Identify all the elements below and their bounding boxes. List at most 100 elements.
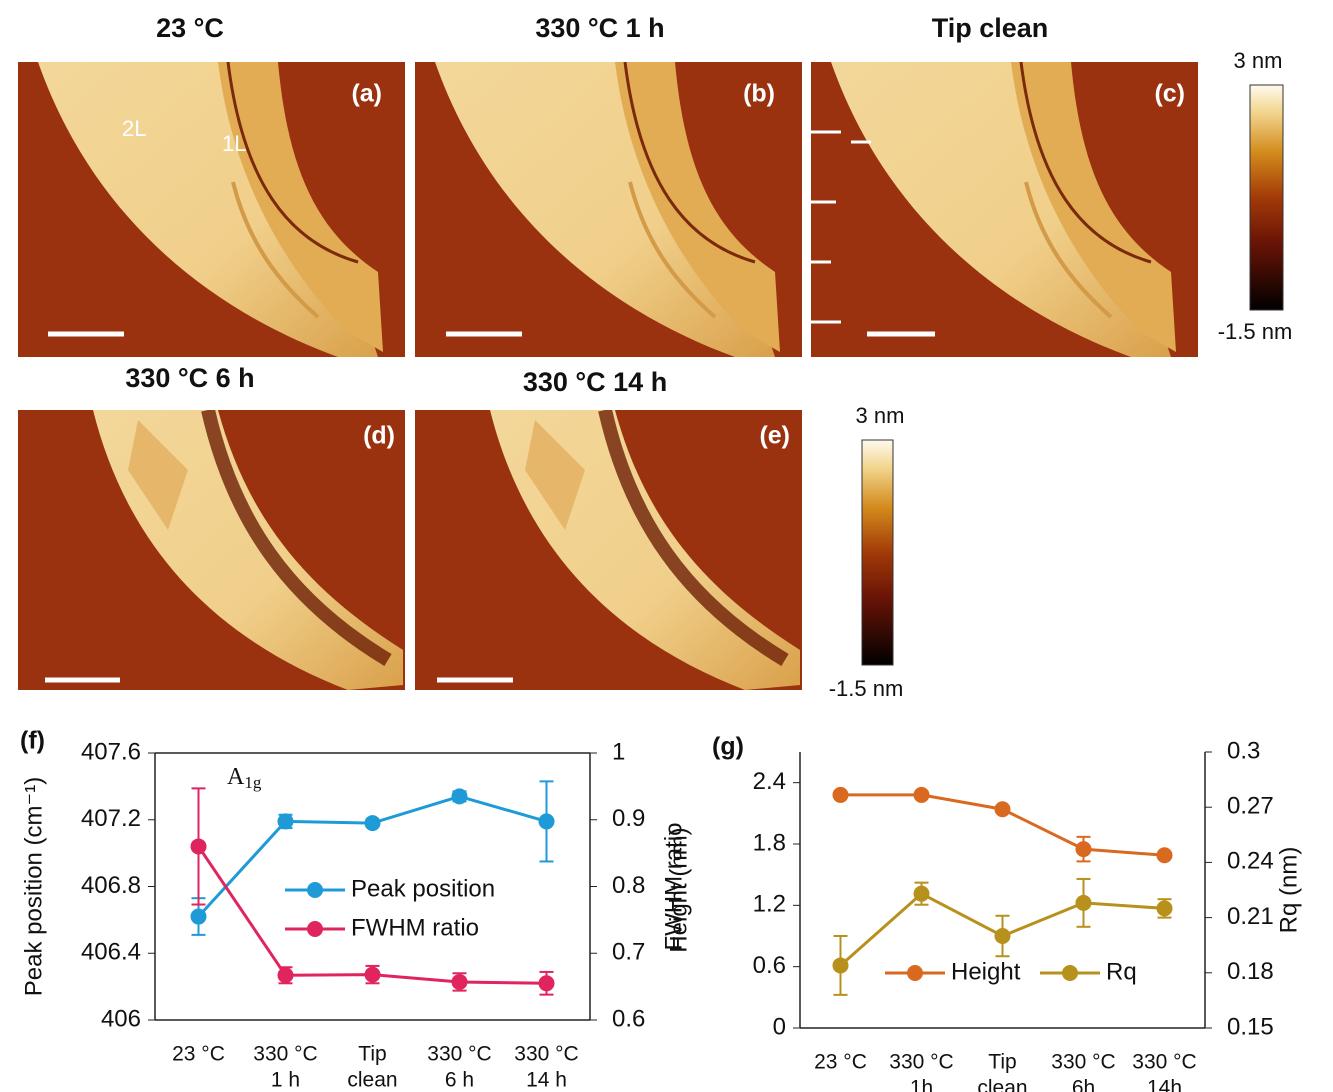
y-tick-label: 407.6 — [81, 738, 141, 765]
panel-label: (c) — [1154, 80, 1185, 108]
x-tick-label: 330 °C — [427, 1043, 491, 1066]
x-tick-label: clean — [347, 1069, 397, 1092]
data-point — [1075, 841, 1092, 858]
colorbar-label: -1.5 nm — [1218, 319, 1293, 344]
legend-label: Height — [951, 958, 1021, 985]
y2-tick-label: 0.9 — [612, 805, 645, 832]
panel-label: (a) — [351, 80, 382, 108]
y2-tick-label: 0.6 — [612, 1005, 645, 1032]
annotation-main: A — [227, 764, 245, 790]
data-point — [190, 838, 207, 855]
x-tick-label: 330 °C — [514, 1043, 578, 1066]
annotation-sub: 1g — [244, 773, 262, 792]
data-point — [994, 928, 1011, 944]
colorbar — [1249, 84, 1284, 311]
y-tick-label: 406 — [101, 1005, 141, 1032]
y-tick-label: 407.2 — [81, 805, 141, 832]
y2-tick-label: 1 — [612, 738, 625, 765]
layer-label: 1L — [222, 131, 246, 156]
y-tick-label: 2.4 — [753, 768, 786, 795]
y2-tick-label: 0.21 — [1227, 903, 1274, 930]
annotation: A1g — [227, 764, 262, 792]
y2-axis-label: Rq (nm) — [1275, 847, 1302, 934]
data-point — [190, 908, 207, 925]
layer-label: 2L — [122, 116, 146, 141]
data-point — [364, 966, 381, 983]
x-tick-label: 330 °C — [889, 1051, 953, 1074]
afm-image — [18, 410, 405, 690]
data-point — [364, 815, 381, 832]
data-point — [1075, 894, 1092, 911]
data-point — [1156, 847, 1173, 864]
panel-label: (b) — [743, 80, 775, 108]
x-tick-label: 6 h — [445, 1069, 474, 1092]
x-tick-label: 6h — [1072, 1077, 1095, 1092]
scale-bars — [45, 331, 935, 683]
data-point — [277, 967, 294, 984]
x-tick-label: clean — [977, 1077, 1027, 1092]
legend-label: Peak position — [351, 875, 495, 902]
y-tick-label: 1.2 — [753, 891, 786, 918]
y2-axis-label: FWHM ratio — [660, 823, 687, 951]
data-point — [1156, 900, 1173, 917]
panel-title: 330 °C 1 h — [535, 13, 664, 43]
y2-tick-label: 0.3 — [1227, 737, 1260, 764]
panel-title: 330 °C 6 h — [125, 363, 254, 393]
legend-marker — [907, 965, 923, 981]
legend-label: Rq — [1106, 958, 1137, 985]
panel-label: (e) — [759, 422, 790, 450]
afm-image — [18, 62, 405, 357]
x-tick-label: 330 °C — [1051, 1051, 1115, 1074]
y2-tick-label: 0.8 — [612, 872, 645, 899]
y-axis-label: Peak position (cm⁻¹) — [20, 777, 47, 996]
y-tick-label: 406.4 — [81, 939, 141, 966]
data-point — [994, 801, 1011, 818]
x-tick-label: 14h — [1147, 1077, 1182, 1092]
x-tick-label: 330 °C — [1132, 1051, 1196, 1074]
afm-image — [415, 410, 802, 690]
y-tick-label: 406.8 — [81, 872, 141, 899]
y-axis-label: Height (nm) — [665, 827, 692, 952]
y2-tick-label: 0.24 — [1227, 848, 1274, 875]
y-tick-label: 0.6 — [753, 952, 786, 979]
data-point — [538, 813, 555, 830]
colorbar-label: 3 nm — [1234, 48, 1283, 73]
data-point — [451, 973, 468, 990]
x-tick-label: 14 h — [526, 1069, 567, 1092]
y2-tick-label: 0.18 — [1227, 958, 1274, 985]
legend-marker — [307, 882, 323, 898]
data-point — [913, 786, 930, 803]
data-point — [832, 957, 849, 974]
x-tick-label: 1h — [910, 1077, 933, 1092]
x-tick-label: Tip — [358, 1043, 386, 1066]
y-tick-label: 1.8 — [753, 829, 786, 856]
legend-marker — [307, 921, 323, 937]
data-point — [277, 813, 294, 830]
colorbar — [861, 439, 894, 666]
x-tick-label: 330 °C — [253, 1043, 317, 1066]
data-point — [913, 885, 930, 902]
x-tick-label: 1 h — [271, 1069, 300, 1092]
data-point — [538, 975, 555, 992]
data-point — [451, 788, 468, 805]
legend-label: FWHM ratio — [351, 914, 479, 941]
data-point — [832, 786, 849, 803]
y2-tick-label: 0.15 — [1227, 1013, 1274, 1040]
x-tick-label: Tip — [988, 1051, 1016, 1074]
afm-image — [811, 62, 1198, 357]
x-tick-label: 23 °C — [172, 1043, 225, 1066]
x-tick-label: 23 °C — [814, 1051, 867, 1074]
panel-title: Tip clean — [932, 13, 1049, 43]
panel-label: (g) — [712, 733, 744, 761]
y2-tick-label: 0.27 — [1227, 793, 1274, 820]
panel-label: (f) — [20, 727, 45, 755]
y2-tick-label: 0.7 — [612, 939, 645, 966]
y-tick-label: 0 — [773, 1013, 786, 1040]
panel-label: (d) — [363, 422, 395, 450]
panel-title: 330 °C 14 h — [523, 367, 667, 397]
panel-title: 23 °C — [156, 13, 224, 43]
colorbar-label: 3 nm — [856, 403, 905, 428]
colorbar-label: -1.5 nm — [829, 676, 904, 701]
legend-marker — [1062, 965, 1078, 981]
